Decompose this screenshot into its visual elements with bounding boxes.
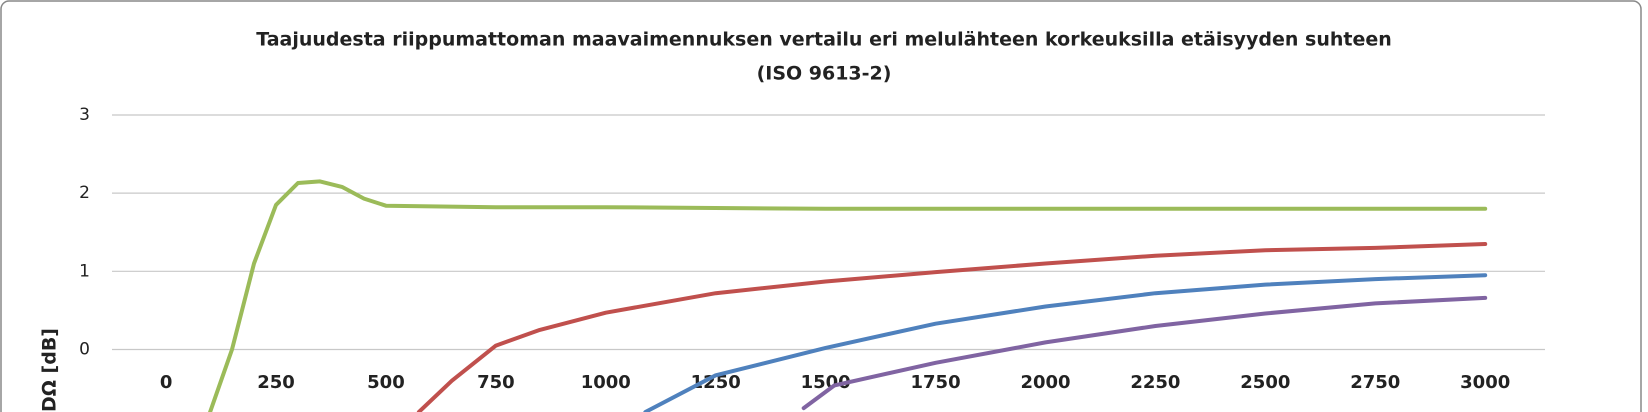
chart-title: Taajuudesta riippumattoman maavaimennuks… xyxy=(256,29,1392,51)
x-tick-label: 1500 xyxy=(801,372,851,393)
series-line xyxy=(643,273,1488,412)
x-tick-label: 250 xyxy=(257,372,295,393)
y-tick-label: 2 xyxy=(79,183,90,203)
y-axis-label: DΩ [dB] xyxy=(39,328,61,412)
x-tick-label: 2000 xyxy=(1020,372,1070,393)
y-tick-label: 3 xyxy=(79,105,90,125)
y-tick-label: 1 xyxy=(79,261,90,281)
series-line xyxy=(416,242,1488,412)
y-tick-label: 0 xyxy=(79,339,90,359)
chart-subtitle: (ISO 9613-2) xyxy=(757,63,892,85)
x-tick-label: 1750 xyxy=(911,372,961,393)
x-tick-label: 750 xyxy=(477,372,515,393)
x-tick-label: 500 xyxy=(367,372,405,393)
x-tick-label: 2500 xyxy=(1240,372,1290,393)
plot xyxy=(208,179,1488,412)
x-tick-label: 0 xyxy=(160,372,173,393)
series-line xyxy=(208,179,1488,412)
x-tick-label: 2250 xyxy=(1130,372,1180,393)
series-line xyxy=(801,295,1488,411)
x-tick-label: 1250 xyxy=(691,372,741,393)
x-tick-label: 3000 xyxy=(1460,372,1510,393)
x-tick-label: 2750 xyxy=(1350,372,1400,393)
x-tick-label: 1000 xyxy=(581,372,631,393)
